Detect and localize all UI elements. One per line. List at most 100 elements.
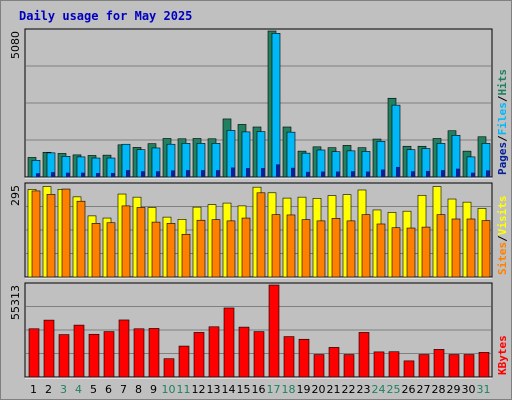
bar-kbytes <box>403 360 415 378</box>
x-tick-label: 25 <box>387 383 401 396</box>
bar-pages <box>81 172 85 177</box>
bar-sites <box>106 222 116 278</box>
legend-entry-files: Files <box>496 102 509 135</box>
bar-kbytes <box>163 358 175 378</box>
bar-pages <box>336 171 340 177</box>
bar-kbytes <box>43 319 55 378</box>
legend-entry-hits: Hits <box>496 69 509 96</box>
bar-sites <box>391 227 401 278</box>
bar-pages <box>171 170 175 177</box>
bar-kbytes <box>478 352 490 378</box>
x-tick-label: 13 <box>207 383 221 396</box>
bar-sites <box>466 218 476 278</box>
x-tick-label: 4 <box>75 383 82 396</box>
x-tick-label: 12 <box>192 383 206 396</box>
legend-entry-sites: Sites <box>496 242 509 275</box>
panel-visits-sites: 295 Sites/Visits <box>9 182 509 279</box>
bar-sites <box>46 194 56 278</box>
y-max-label: 5080 <box>9 31 22 59</box>
y-max-label: 295 <box>9 185 22 206</box>
bar-pages <box>51 172 55 177</box>
bar-kbytes <box>118 319 130 378</box>
bar-pages <box>306 171 310 177</box>
bar-pages <box>381 169 385 177</box>
bar-pages <box>486 170 490 177</box>
x-tick-label: 24 <box>372 383 386 396</box>
bar-sites <box>226 220 236 278</box>
bar-pages <box>66 172 70 177</box>
bar-kbytes <box>328 347 340 378</box>
legend-separator: / <box>496 135 509 142</box>
bar-sites <box>31 190 41 278</box>
bar-sites <box>451 218 461 278</box>
bar-kbytes <box>358 332 370 378</box>
bar-kbytes <box>283 336 295 378</box>
bar-pages <box>231 167 235 177</box>
bar-sites <box>151 221 161 278</box>
x-tick-label: 30 <box>462 383 476 396</box>
bar-sites <box>271 214 281 278</box>
legend-entry-visits: Visits <box>496 196 509 236</box>
legend-entry-kbytes: KBytes <box>496 335 509 375</box>
y-max-label: 55313 <box>9 285 22 320</box>
bar-kbytes <box>148 328 160 378</box>
bar-pages <box>186 170 190 177</box>
x-tick-label: 16 <box>252 383 266 396</box>
bar-pages <box>321 171 325 177</box>
bar-kbytes <box>193 332 205 378</box>
x-tick-label: 14 <box>222 383 236 396</box>
bar-kbytes <box>418 354 430 378</box>
bar-sites <box>346 220 356 278</box>
bar-kbytes <box>73 324 85 378</box>
bar-sites <box>181 233 191 278</box>
x-tick-label: 6 <box>105 383 112 396</box>
x-tick-label: 20 <box>312 383 326 396</box>
bar-sites <box>136 207 146 278</box>
legend: KBytes <box>496 335 509 375</box>
legend-separator: / <box>496 235 509 242</box>
bar-kbytes <box>88 333 100 378</box>
bar-kbytes <box>133 328 145 378</box>
bar-sites <box>286 214 296 278</box>
bar-sites <box>376 223 386 278</box>
bar-sites <box>76 200 86 278</box>
bar-files <box>391 104 401 178</box>
bar-sites <box>61 188 71 278</box>
bar-pages <box>441 170 445 177</box>
bar-pages <box>111 172 115 177</box>
bar-sites <box>211 219 221 278</box>
bar-kbytes <box>208 326 220 378</box>
legend: Sites/Visits <box>496 196 509 276</box>
x-tick-label: 10 <box>162 383 176 396</box>
bar-pages <box>411 171 415 177</box>
x-tick-label: 8 <box>135 383 142 396</box>
bar-kbytes <box>298 338 310 378</box>
bar-pages <box>141 171 145 177</box>
bar-kbytes <box>238 326 250 378</box>
bar-sites <box>421 226 431 278</box>
x-tick-label: 3 <box>60 383 67 396</box>
x-tick-label: 7 <box>120 383 127 396</box>
bar-pages <box>201 170 205 177</box>
bar-files <box>271 32 281 178</box>
bar-kbytes <box>253 331 265 378</box>
x-tick-label: 21 <box>327 383 341 396</box>
legend: Pages/Files/Hits <box>496 69 509 175</box>
x-tick-label: 17 <box>267 383 281 396</box>
bar-sites <box>436 214 446 278</box>
bar-kbytes <box>313 354 325 378</box>
bar-sites <box>301 219 311 278</box>
bar-sites <box>91 223 101 278</box>
x-tick-label: 2 <box>45 383 52 396</box>
bar-pages <box>351 171 355 177</box>
x-tick-label: 15 <box>237 383 251 396</box>
bar-pages <box>291 167 295 177</box>
bar-sites <box>166 223 176 278</box>
bar-pages <box>156 171 160 177</box>
bar-sites <box>481 220 491 278</box>
chart-title: Daily usage for May 2025 <box>19 9 192 23</box>
legend-entry-pages: Pages <box>496 142 509 175</box>
bar-kbytes <box>28 328 40 378</box>
